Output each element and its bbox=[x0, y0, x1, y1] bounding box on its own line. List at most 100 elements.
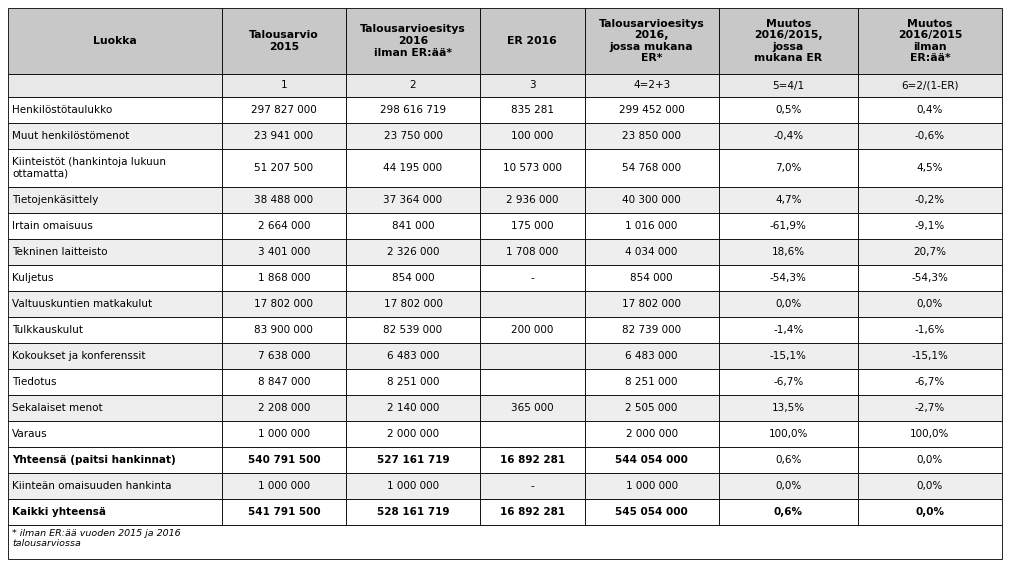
Bar bbox=[8, 473, 222, 499]
Text: 8 251 000: 8 251 000 bbox=[625, 377, 678, 387]
Text: 100,0%: 100,0% bbox=[910, 429, 949, 439]
Bar bbox=[719, 343, 857, 369]
Bar bbox=[585, 74, 719, 97]
Bar bbox=[8, 421, 222, 447]
Text: 1 000 000: 1 000 000 bbox=[258, 429, 310, 439]
Bar bbox=[480, 265, 585, 291]
Text: 17 802 000: 17 802 000 bbox=[384, 299, 442, 309]
Text: Tulkkauskulut: Tulkkauskulut bbox=[12, 325, 83, 335]
Text: 23 850 000: 23 850 000 bbox=[622, 131, 681, 141]
Bar bbox=[222, 97, 346, 123]
Bar bbox=[585, 239, 719, 265]
Text: 40 300 000: 40 300 000 bbox=[622, 195, 681, 205]
Text: 23 941 000: 23 941 000 bbox=[255, 131, 313, 141]
Bar bbox=[8, 369, 222, 395]
Bar bbox=[346, 317, 480, 343]
Bar bbox=[719, 421, 857, 447]
Bar bbox=[719, 291, 857, 317]
Text: -2,7%: -2,7% bbox=[915, 403, 945, 413]
Bar bbox=[346, 74, 480, 97]
Bar bbox=[480, 187, 585, 213]
Bar bbox=[222, 369, 346, 395]
Bar bbox=[719, 213, 857, 239]
Text: 527 161 719: 527 161 719 bbox=[377, 455, 449, 465]
Text: 854 000: 854 000 bbox=[392, 273, 434, 283]
Bar bbox=[857, 291, 1002, 317]
Text: 5=4/1: 5=4/1 bbox=[773, 81, 804, 90]
Text: -0,4%: -0,4% bbox=[774, 131, 803, 141]
Bar bbox=[222, 213, 346, 239]
Bar bbox=[719, 8, 857, 74]
Text: Kuljetus: Kuljetus bbox=[12, 273, 54, 283]
Text: -9,1%: -9,1% bbox=[915, 221, 945, 231]
Bar bbox=[719, 369, 857, 395]
Text: 365 000: 365 000 bbox=[511, 403, 553, 413]
Text: -54,3%: -54,3% bbox=[770, 273, 807, 283]
Bar bbox=[585, 343, 719, 369]
Bar bbox=[8, 395, 222, 421]
Text: -6,7%: -6,7% bbox=[915, 377, 945, 387]
Bar bbox=[480, 473, 585, 499]
Bar bbox=[719, 265, 857, 291]
Text: 44 195 000: 44 195 000 bbox=[384, 163, 442, 173]
Bar bbox=[585, 187, 719, 213]
Bar bbox=[585, 317, 719, 343]
Text: 2 505 000: 2 505 000 bbox=[625, 403, 678, 413]
Text: 854 000: 854 000 bbox=[630, 273, 673, 283]
Bar bbox=[346, 123, 480, 149]
Bar bbox=[719, 317, 857, 343]
Text: 82 739 000: 82 739 000 bbox=[622, 325, 681, 335]
Bar bbox=[8, 317, 222, 343]
Text: 0,6%: 0,6% bbox=[774, 507, 803, 517]
Bar bbox=[346, 473, 480, 499]
Bar bbox=[857, 187, 1002, 213]
Text: 1: 1 bbox=[281, 81, 287, 90]
Text: Muut henkilöstömenot: Muut henkilöstömenot bbox=[12, 131, 129, 141]
Bar bbox=[857, 74, 1002, 97]
Bar bbox=[480, 447, 585, 473]
Bar bbox=[480, 291, 585, 317]
Bar bbox=[585, 473, 719, 499]
Text: 4=2+3: 4=2+3 bbox=[633, 81, 671, 90]
Text: 8 847 000: 8 847 000 bbox=[258, 377, 310, 387]
Text: 51 207 500: 51 207 500 bbox=[255, 163, 313, 173]
Bar bbox=[719, 395, 857, 421]
Bar bbox=[222, 265, 346, 291]
Bar bbox=[857, 343, 1002, 369]
Text: 2 208 000: 2 208 000 bbox=[258, 403, 310, 413]
Bar bbox=[480, 149, 585, 187]
Text: 540 791 500: 540 791 500 bbox=[247, 455, 320, 465]
Bar bbox=[346, 447, 480, 473]
Text: 37 364 000: 37 364 000 bbox=[384, 195, 442, 205]
Text: 2 000 000: 2 000 000 bbox=[387, 429, 439, 439]
Bar bbox=[222, 8, 346, 74]
Bar bbox=[222, 291, 346, 317]
Text: 1 000 000: 1 000 000 bbox=[258, 481, 310, 491]
Text: 841 000: 841 000 bbox=[392, 221, 434, 231]
Bar bbox=[585, 8, 719, 74]
Bar bbox=[346, 97, 480, 123]
Bar bbox=[346, 369, 480, 395]
Bar bbox=[857, 317, 1002, 343]
Text: 2 326 000: 2 326 000 bbox=[387, 247, 439, 257]
Text: 4,7%: 4,7% bbox=[775, 195, 802, 205]
Text: 1 868 000: 1 868 000 bbox=[258, 273, 310, 283]
Bar bbox=[857, 265, 1002, 291]
Text: * ilman ER:ää vuoden 2015 ja 2016
talousarviossa: * ilman ER:ää vuoden 2015 ja 2016 talous… bbox=[12, 529, 181, 549]
Bar bbox=[857, 447, 1002, 473]
Bar bbox=[480, 8, 585, 74]
Text: 1 000 000: 1 000 000 bbox=[625, 481, 678, 491]
Text: -0,6%: -0,6% bbox=[915, 131, 945, 141]
Bar bbox=[222, 473, 346, 499]
Bar bbox=[346, 343, 480, 369]
Text: 0,0%: 0,0% bbox=[917, 481, 943, 491]
Bar bbox=[480, 213, 585, 239]
Text: Valtuuskuntien matkakulut: Valtuuskuntien matkakulut bbox=[12, 299, 153, 309]
Bar bbox=[8, 239, 222, 265]
Bar bbox=[346, 8, 480, 74]
Text: 0,0%: 0,0% bbox=[915, 507, 944, 517]
Bar bbox=[480, 239, 585, 265]
Text: 83 900 000: 83 900 000 bbox=[255, 325, 313, 335]
Text: -0,2%: -0,2% bbox=[915, 195, 945, 205]
Bar bbox=[719, 97, 857, 123]
